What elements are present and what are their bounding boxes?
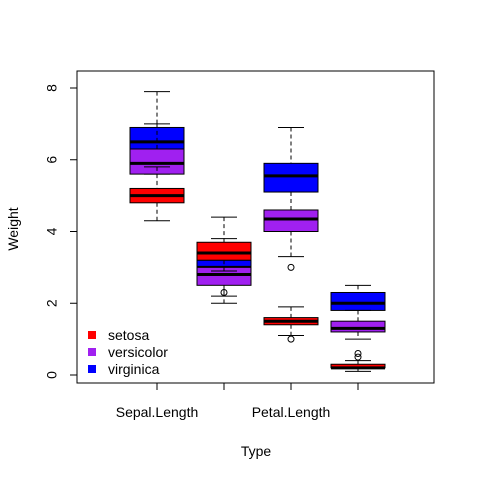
outlier-setosa-Petal.Width-0 xyxy=(354,353,362,361)
outlier-setosa-Petal.Width-1 xyxy=(354,349,362,357)
box-setosa-Sepal.Width xyxy=(196,216,252,296)
box-setosa-Sepal.Length xyxy=(129,166,185,222)
y-tick-label-2: 2 xyxy=(44,299,60,307)
legend-swatch-setosa xyxy=(88,331,96,339)
x-axis-title: Type xyxy=(241,443,272,459)
y-tick-label-8: 8 xyxy=(44,84,60,92)
legend-label-versicolor: versicolor xyxy=(108,344,168,360)
y-axis-title: Weight xyxy=(5,207,21,250)
legend-label-virginica: virginica xyxy=(108,361,160,377)
box-versicolor-Petal.Width xyxy=(330,309,386,340)
series-versicolor xyxy=(129,123,386,340)
x-tick-label-3: Petal.Length xyxy=(252,404,331,420)
series-setosa xyxy=(129,166,386,372)
box-body-versicolor-Petal.Width xyxy=(330,320,386,333)
y-tick-label-0: 0 xyxy=(44,371,60,379)
box-body-virginica-Petal.Width xyxy=(330,291,386,311)
box-body-virginica-Petal.Length xyxy=(263,162,319,193)
outlier-setosa-Petal.Length-0 xyxy=(287,335,295,343)
legend-swatch-versicolor xyxy=(88,348,96,356)
box-setosa-Petal.Width xyxy=(330,349,386,372)
boxes-layer xyxy=(129,91,386,372)
box-versicolor-Sepal.Width xyxy=(196,252,252,304)
x-axis: Sepal.Length Petal.Length xyxy=(116,382,359,420)
box-versicolor-Petal.Length xyxy=(263,191,319,271)
box-body-versicolor-Petal.Length xyxy=(263,209,319,233)
x-tick-label-1: Sepal.Length xyxy=(116,404,199,420)
outlier-versicolor-Petal.Length-0 xyxy=(287,263,295,271)
legend-label-setosa: setosa xyxy=(108,327,149,343)
y-axis: 0 2 4 6 8 xyxy=(44,84,78,379)
outlier-setosa-Sepal.Width-0 xyxy=(220,288,228,296)
box-setosa-Petal.Length xyxy=(263,306,319,343)
y-tick-label-6: 6 xyxy=(44,156,60,164)
box-body-setosa-Sepal.Width xyxy=(196,241,252,261)
y-tick-label-4: 4 xyxy=(44,227,60,235)
legend-swatch-virginica xyxy=(88,365,96,373)
